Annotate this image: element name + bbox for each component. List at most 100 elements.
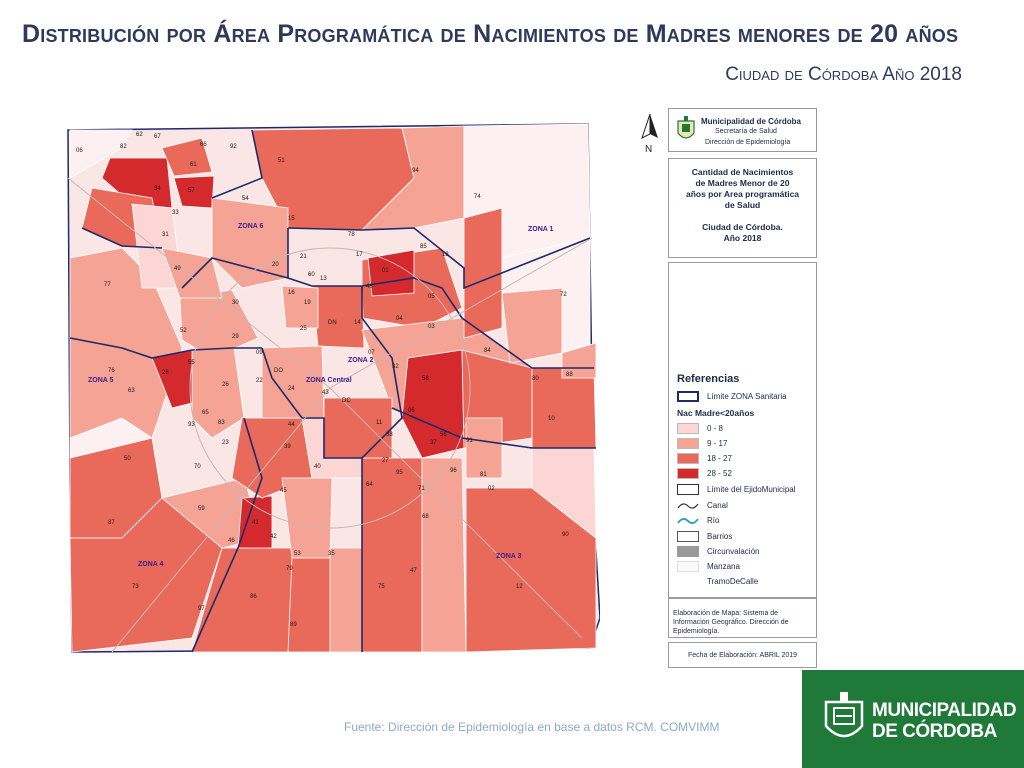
zone-label: ZONA 1 [528, 226, 554, 233]
area-label: 47 [410, 568, 417, 574]
legend-item-ejido: Límite del EjidoMunicipal [677, 484, 817, 498]
area-label: 17 [356, 252, 363, 258]
area-label: 61 [190, 162, 197, 168]
area-label: 39 [284, 444, 291, 450]
area-label: 29 [232, 334, 239, 340]
area-label: 14 [354, 320, 361, 326]
area-label: 50 [124, 456, 131, 462]
zone-label: ZONA 2 [348, 357, 374, 364]
area-label: 31 [162, 232, 169, 238]
area-label: 15 [288, 216, 295, 222]
area-label: 57 [188, 188, 195, 194]
logo-line-2: DE CÓRDOBA [872, 721, 997, 742]
zone-label: ZONA Central [306, 377, 352, 384]
area-label: DN [328, 320, 337, 326]
area-label: 53 [294, 551, 301, 557]
area-label: 48 [366, 284, 373, 290]
area-label: 46 [228, 538, 235, 544]
area-label: 44 [288, 422, 295, 428]
area-label: 06 [408, 408, 415, 414]
area-label: 37 [430, 440, 437, 446]
zone-label: ZONA 6 [238, 223, 264, 230]
area-label: 68 [422, 514, 429, 520]
area-label: 79 [286, 566, 293, 572]
north-arrow-icon: N [641, 113, 658, 155]
area-label: 18 [442, 252, 449, 258]
area-label: 25 [300, 326, 307, 332]
area-label: 10 [548, 416, 555, 422]
circunvalacion [67, 177, 593, 653]
map-title-line: Ciudad de Córdoba. [702, 222, 783, 232]
area-label: 19 [304, 300, 311, 306]
area-label: 11 [376, 420, 383, 426]
area-label: 93 [188, 422, 195, 428]
area-label: 63 [128, 388, 135, 394]
crest-icon [824, 692, 864, 738]
area-label: 24 [288, 386, 295, 392]
legend-heading: Referencias [677, 373, 740, 385]
area-label: 78 [348, 232, 355, 238]
legend-item-manzana: Manzana [677, 561, 817, 575]
area-label: 97 [198, 606, 205, 612]
area-label: 20 [272, 262, 279, 268]
map-title-line [669, 211, 816, 222]
canal-icon [677, 503, 699, 509]
area-label: 80 [532, 376, 539, 382]
area-label: 95 [396, 470, 403, 476]
north-label: N [645, 144, 652, 155]
zone-labels: ZONA 1 ZONA 2 ZONA 3 ZONA 4 ZONA 5 ZONA … [88, 223, 554, 568]
legend-item-barrios: Barrios [677, 531, 817, 545]
area-label: 43 [322, 390, 329, 396]
legend-class-1: 0 - 8 [677, 423, 817, 437]
area-label: 76 [108, 368, 115, 374]
area-label: 96 [450, 468, 457, 474]
area-label: 88 [566, 372, 573, 378]
area-label: 59 [198, 506, 205, 512]
area-label: 58 [422, 376, 429, 382]
area-label: DC [342, 398, 351, 404]
zone-label: ZONA 4 [138, 561, 164, 568]
map-title-line: de Madres Menor de 20 [695, 178, 790, 188]
area-label: 70 [194, 464, 201, 470]
area-label: 21 [300, 254, 307, 260]
area-label: 62 [136, 132, 143, 138]
header-line-3: Dirección de Epidemiología [705, 139, 791, 146]
header-line-1: Municipalidad de Córdoba [701, 117, 802, 126]
area-label: 87 [108, 520, 115, 526]
page-subtitle: Ciudad de Córdoba Año 2018 [725, 64, 962, 85]
area-label: 35 [328, 551, 335, 557]
pale-areas [69, 123, 591, 459]
map-title-line: Cantidad de Nacimientos [691, 167, 794, 177]
area-label: 22 [256, 378, 263, 384]
area-label: 89 [290, 622, 297, 628]
legend-item-tramo: TramoDeCalle [707, 577, 759, 586]
area-label: 55 [188, 360, 195, 366]
header-line-2: Secretaría de Salud [715, 128, 777, 135]
area-label: 75 [378, 584, 385, 590]
legend-class-2: 9 - 17 [677, 438, 817, 452]
zone-label: ZONA 3 [496, 553, 522, 560]
area-label: 85 [420, 244, 427, 250]
map-title-panel: Cantidad de Nacimientos de Madres Menor … [668, 158, 817, 258]
area-label: 94 [412, 168, 419, 174]
map-title-line: Año 2018 [723, 233, 762, 243]
area-label: 65 [202, 410, 209, 416]
area-label: 30 [232, 300, 239, 306]
area-label: 72 [560, 292, 567, 298]
area-label: 81 [480, 472, 487, 478]
area-label: 28 [162, 370, 169, 376]
area-label: 12 [516, 584, 523, 590]
area-label: 49 [174, 266, 181, 272]
source-note: Fuente: Dirección de Epidemiología en ba… [344, 720, 720, 734]
area-label: 06 [76, 148, 83, 154]
area-label: 07 [368, 350, 375, 356]
legend-panel: Referencias Límite ZONA Sanitaria Nac Ma… [668, 262, 817, 598]
area-label: 41 [252, 520, 259, 526]
legend-subheading: Nac Madre<20años [677, 408, 755, 418]
area-label: 84 [484, 348, 491, 354]
area-label: 92 [230, 144, 237, 150]
area-label: 26 [222, 382, 229, 388]
legend-item-rio: Río [677, 515, 817, 529]
area-label: 91 [466, 438, 473, 444]
logo-line-1: MUNICIPALIDAD [872, 700, 1017, 721]
